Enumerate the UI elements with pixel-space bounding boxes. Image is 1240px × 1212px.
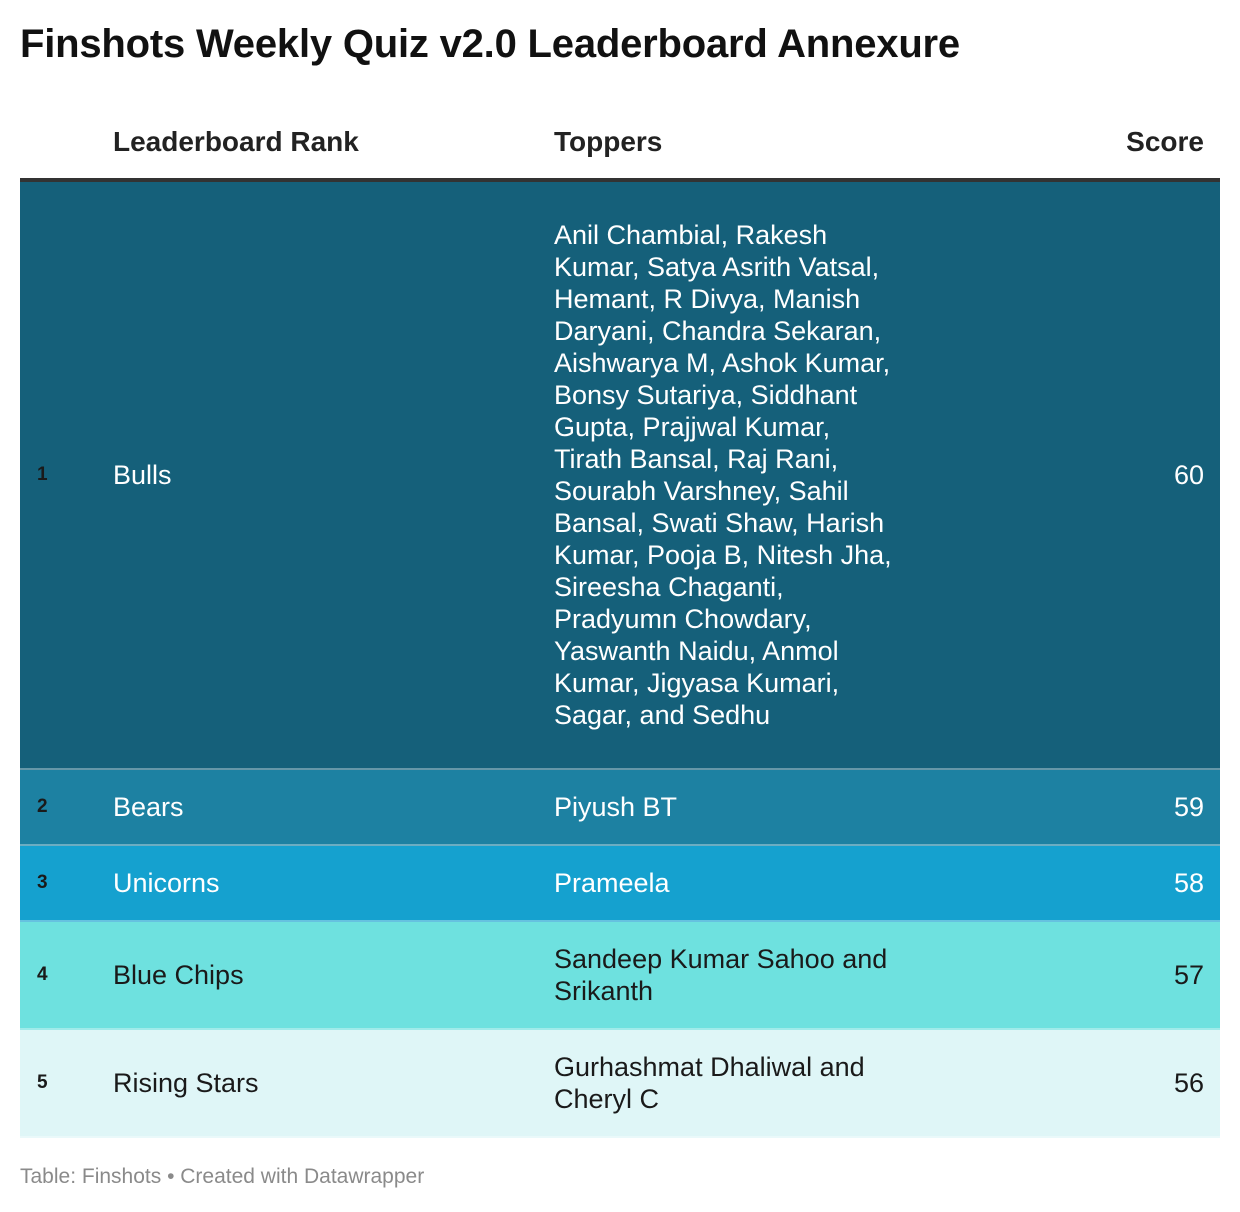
rank-cell: 5 bbox=[37, 1072, 48, 1093]
table-row: 1 Bulls Anil Chambial, Rakesh Kumar, Sat… bbox=[20, 182, 1220, 770]
team-cell: Blue Chips bbox=[113, 960, 244, 990]
leaderboard-table: Leaderboard Rank Toppers Score 1 Bulls A… bbox=[20, 108, 1220, 1138]
rank-cell: 4 bbox=[37, 964, 48, 985]
score-cell: 57 bbox=[1173, 960, 1204, 990]
rank-cell: 3 bbox=[37, 872, 48, 893]
toppers-cell: Gurhashmat Dhaliwal and Cheryl C bbox=[554, 1052, 865, 1114]
score-cell: 58 bbox=[1173, 868, 1204, 898]
table-row: 3 Unicorns Prameela 58 bbox=[20, 846, 1220, 922]
header-score: Score bbox=[1126, 126, 1204, 157]
table-row: 4 Blue Chips Sandeep Kumar Sahoo and Sri… bbox=[20, 922, 1220, 1030]
table-footer: Table: Finshots • Created with Datawrapp… bbox=[20, 1165, 425, 1188]
rank-cell: 1 bbox=[37, 464, 48, 485]
table-header: Leaderboard Rank Toppers Score bbox=[20, 108, 1220, 182]
team-cell: Bears bbox=[113, 792, 184, 822]
header-leaderboard-rank: Leaderboard Rank bbox=[113, 126, 359, 157]
table-title: Finshots Weekly Quiz v2.0 Leaderboard An… bbox=[20, 22, 960, 66]
toppers-cell: Piyush BT bbox=[554, 792, 678, 822]
rank-cell: 2 bbox=[37, 796, 48, 817]
toppers-cell: Anil Chambial, Rakesh Kumar, Satya Asrit… bbox=[554, 220, 892, 730]
team-cell: Bulls bbox=[113, 460, 172, 490]
toppers-cell: Prameela bbox=[554, 868, 670, 898]
table-row: 5 Rising Stars Gurhashmat Dhaliwal and C… bbox=[20, 1030, 1220, 1138]
table-row: 2 Bears Piyush BT 59 bbox=[20, 770, 1220, 846]
header-toppers: Toppers bbox=[554, 126, 663, 157]
team-cell: Rising Stars bbox=[113, 1068, 259, 1098]
score-cell: 59 bbox=[1173, 792, 1204, 822]
score-cell: 60 bbox=[1173, 460, 1204, 490]
team-cell: Unicorns bbox=[113, 868, 220, 898]
score-cell: 56 bbox=[1173, 1068, 1204, 1098]
toppers-cell: Sandeep Kumar Sahoo and Srikanth bbox=[554, 944, 888, 1006]
